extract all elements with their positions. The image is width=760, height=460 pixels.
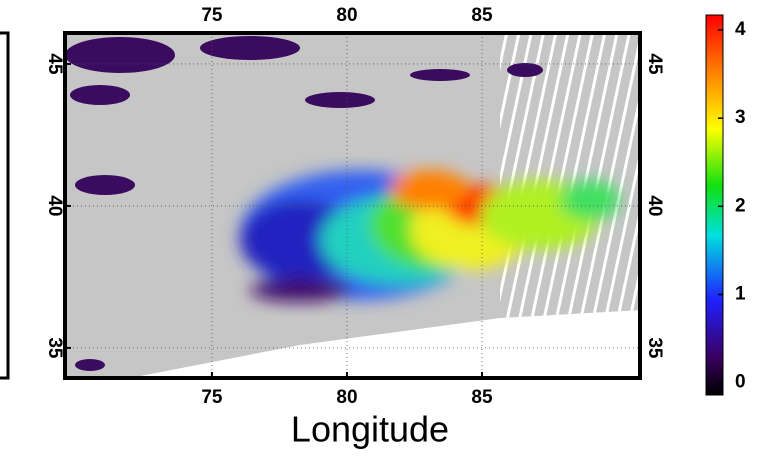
colorbar-tick-label: 0: [735, 372, 746, 393]
x-tick-label: 85: [471, 5, 493, 26]
x-tick-label: 75: [201, 5, 223, 26]
neighbour-frame: [0, 31, 10, 380]
x-tick-label: 80: [336, 5, 357, 26]
y-tick-label: 45: [44, 53, 65, 75]
sparse-points: [65, 36, 543, 371]
colorbar-tick-label: 4: [735, 19, 746, 40]
x-axis-label: Longitude: [291, 409, 449, 450]
colorbar-tick-label: 2: [735, 195, 746, 216]
y-tick-label: 35: [644, 337, 665, 359]
y-tick-label: 40: [644, 195, 665, 216]
x-tick-label: 75: [201, 387, 223, 408]
plume: [240, 170, 620, 302]
colorbar: [705, 14, 724, 396]
map-data: [65, 33, 640, 378]
colorbar-tick-label: 1: [735, 284, 746, 305]
x-tick-label: 85: [471, 387, 493, 408]
y-tick-label: 35: [44, 337, 65, 359]
colorbar-tick-label: 3: [735, 107, 746, 128]
x-tick-label: 80: [336, 387, 357, 408]
grid: [65, 33, 640, 378]
y-tick-label: 45: [644, 53, 665, 75]
y-tick-label: 40: [44, 195, 65, 216]
